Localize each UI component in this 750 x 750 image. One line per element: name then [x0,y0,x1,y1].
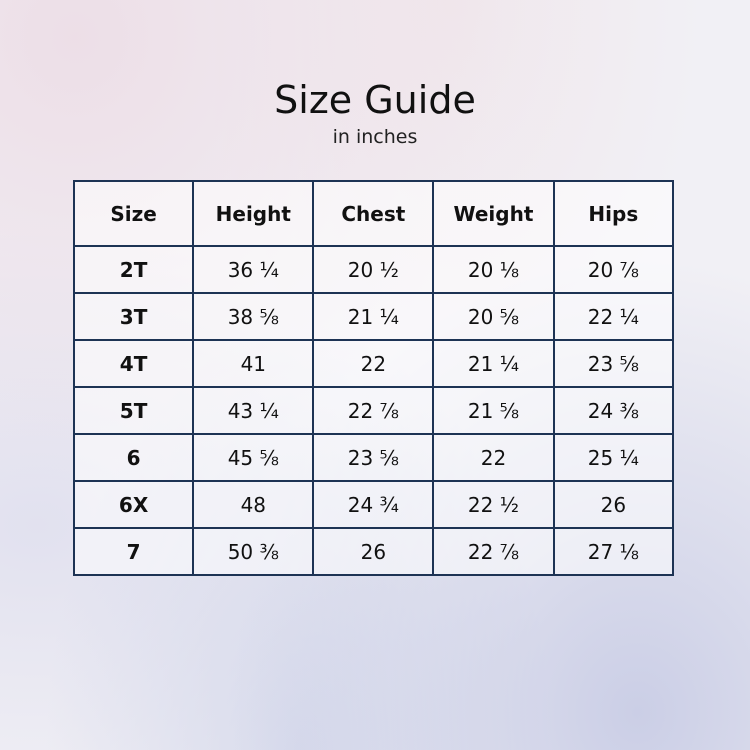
table-cell: 22 [432,433,555,482]
column-header: Hips [552,180,675,247]
table-row: 7 50 ⅜ 26 22 ⅞ 27 ⅛ [72,527,675,576]
table-cell: 21 ⅝ [432,386,555,435]
table-cell: 23 ⅝ [552,339,675,388]
table-cell: 20 ⅝ [432,292,555,341]
table-cell: 36 ¼ [192,245,315,294]
table-row: 2T 36 ¼ 20 ½ 20 ⅛ 20 ⅞ [72,245,675,294]
table-cell: 22 ½ [432,480,555,529]
table-cell: 27 ⅛ [552,527,675,576]
table-cell: 21 ¼ [432,339,555,388]
table-cell: 22 ¼ [552,292,675,341]
header-row: Size Height Chest Weight Hips [72,180,675,247]
size-cell: 6X [72,480,195,529]
column-header: Weight [432,180,555,247]
table-cell: 26 [552,480,675,529]
table-cell: 20 ⅞ [552,245,675,294]
table-cell: 45 ⅝ [192,433,315,482]
table-cell: 24 ⅜ [552,386,675,435]
table-cell: 48 [192,480,315,529]
table-row: 4T 41 22 21 ¼ 23 ⅝ [72,339,675,388]
size-cell: 4T [72,339,195,388]
table-row: 6X 48 24 ¾ 22 ½ 26 [72,480,675,529]
size-table: Size Height Chest Weight Hips 2T 36 ¼ 20 ½ 20 ⅛… [72,180,675,576]
table-cell: 20 ⅛ [432,245,555,294]
table-cell: 22 [312,339,435,388]
size-cell: 2T [72,245,195,294]
column-header: Chest [312,180,435,247]
table-cell: 23 ⅝ [312,433,435,482]
table-cell: 41 [192,339,315,388]
table-cell: 22 ⅞ [432,527,555,576]
table-row: 6 45 ⅝ 23 ⅝ 22 25 ¼ [72,433,675,482]
size-cell: 5T [72,386,195,435]
table-cell: 20 ½ [312,245,435,294]
size-cell: 7 [72,527,195,576]
size-cell: 3T [72,292,195,341]
table-cell: 26 [312,527,435,576]
page-subtitle: in inches [332,126,418,148]
page-title: Size Guide [274,78,476,122]
table-row: 5T 43 ¼ 22 ⅞ 21 ⅝ 24 ⅜ [72,386,675,435]
table-cell: 21 ¼ [312,292,435,341]
column-header: Height [192,180,315,247]
table-cell: 25 ¼ [552,433,675,482]
table-cell: 43 ¼ [192,386,315,435]
column-header: Size [72,180,195,247]
size-cell: 6 [72,433,195,482]
table-cell: 50 ⅜ [192,527,315,576]
table-row: 3T 38 ⅝ 21 ¼ 20 ⅝ 22 ¼ [72,292,675,341]
table-cell: 38 ⅝ [192,292,315,341]
table-cell: 24 ¾ [312,480,435,529]
table-cell: 22 ⅞ [312,386,435,435]
